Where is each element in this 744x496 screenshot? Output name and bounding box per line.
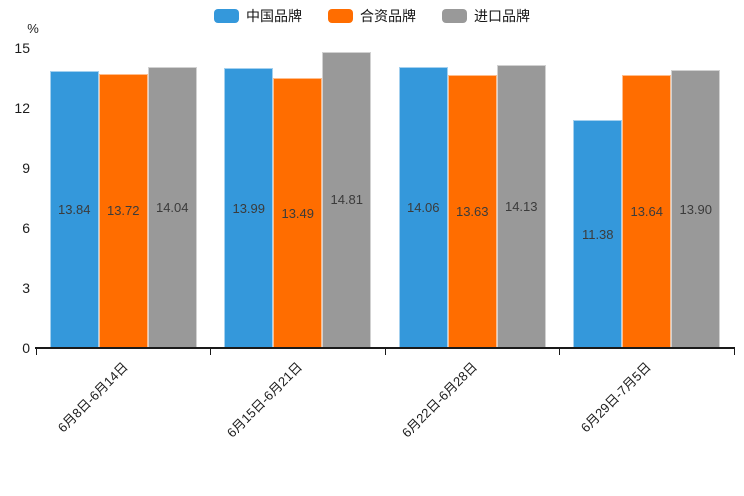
bar-import-brand-period3: 14.13	[496, 65, 546, 348]
x-axis-tick-mark	[35, 349, 37, 355]
bar-china-brand-period1: 13.84	[49, 71, 99, 348]
bar-value-label: 13.64	[630, 204, 664, 220]
bar-joint-venture-brand-period3: 13.63	[447, 75, 497, 348]
legend-item-import-brand[interactable]: 进口品牌	[442, 8, 530, 24]
bar-value-label: 13.49	[281, 205, 315, 221]
bar-china-brand-period4: 11.38	[573, 120, 623, 348]
y-axis-tick-label: 12	[14, 100, 30, 116]
bar-value-label: 13.99	[232, 200, 266, 216]
bar-value-label: 13.72	[106, 203, 140, 219]
x-axis-tick-mark	[384, 349, 386, 355]
y-axis-tick-label: 3	[22, 280, 30, 296]
bar-import-brand-period1: 14.04	[147, 67, 197, 348]
x-axis-line	[35, 347, 735, 349]
bar-import-brand-period2: 14.81	[322, 51, 372, 348]
bar-joint-venture-brand-period2: 13.49	[273, 78, 323, 348]
bar-value-label: 14.13	[504, 199, 538, 215]
bar-value-label: 14.04	[155, 200, 189, 216]
legend-item-label: 进口品牌	[474, 8, 530, 24]
legend-swatch-icon	[442, 9, 467, 23]
bar-value-label: 11.38	[581, 226, 614, 242]
legend: 中国品牌 合资品牌 进口品牌	[0, 8, 744, 24]
legend-item-china-brand[interactable]: 中国品牌	[214, 8, 302, 24]
legend-item-label: 合资品牌	[360, 8, 416, 24]
x-axis-tick-mark	[210, 349, 211, 355]
x-axis-category-label: 6月22日-6月28日	[398, 359, 480, 441]
x-axis-tick-mark	[559, 349, 560, 355]
x-axis-tick-mark	[733, 349, 735, 355]
y-axis-tick-label: 15	[14, 40, 30, 56]
legend-swatch-icon	[328, 9, 353, 23]
y-axis-tick-label: 6	[22, 220, 30, 236]
x-axis-category-label: 6月8日-6月14日	[54, 359, 131, 436]
bar-value-label: 13.84	[57, 202, 91, 218]
y-axis-tick-label: 0	[22, 340, 30, 356]
bar-china-brand-period2: 13.99	[224, 68, 274, 348]
y-axis-tick-label: 9	[22, 160, 30, 176]
bar-joint-venture-brand-period1: 13.72	[98, 73, 148, 348]
bar-value-label: 13.90	[679, 201, 713, 217]
y-axis-unit-label: %	[27, 21, 39, 36]
legend-swatch-icon	[214, 9, 239, 23]
bar-china-brand-period3: 14.06	[398, 66, 448, 348]
bar-value-label: 14.06	[406, 199, 440, 215]
bar-import-brand-period4: 13.90	[671, 70, 721, 348]
legend-item-joint-venture-brand[interactable]: 合资品牌	[328, 8, 416, 24]
bar-value-label: 13.63	[455, 204, 489, 220]
bar-value-label: 14.81	[330, 192, 364, 208]
x-axis-category-label: 6月15日-6月21日	[223, 359, 306, 441]
legend-item-label: 中国品牌	[246, 8, 302, 24]
x-axis-category-label: 6月29日-7月5日	[578, 359, 655, 436]
bar-joint-venture-brand-period4: 13.64	[622, 75, 672, 348]
